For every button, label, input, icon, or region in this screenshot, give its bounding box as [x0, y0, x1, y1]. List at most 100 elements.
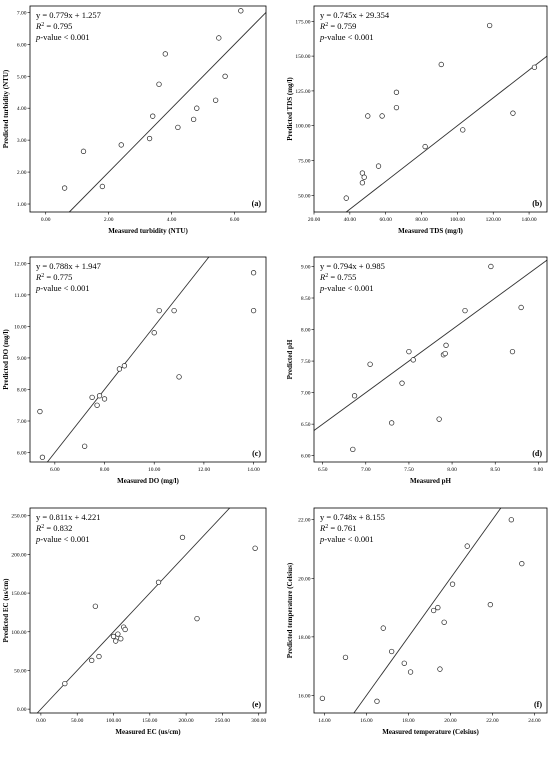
x-tick-label: 7.00 — [361, 467, 371, 473]
x-tick-label: 2.00 — [104, 217, 114, 223]
data-point — [190, 116, 197, 123]
regression-equation: y = 0.748x + 8.155 — [320, 512, 385, 522]
x-tick-label: 100.00 — [450, 217, 465, 223]
data-point — [89, 394, 95, 400]
data-point — [176, 374, 182, 380]
regression-equation: y = 0.794x + 0.985 — [320, 261, 385, 271]
data-point — [462, 307, 468, 314]
data-point — [422, 143, 428, 150]
data-point — [222, 73, 228, 79]
data-point — [449, 581, 456, 587]
y-tick-label: 12.00 — [14, 261, 27, 267]
data-point — [250, 307, 257, 314]
data-point — [115, 631, 121, 637]
data-point — [96, 653, 102, 660]
data-point — [510, 110, 516, 116]
regression-equation: y = 0.788x + 1.947 — [36, 261, 101, 271]
data-point — [252, 545, 258, 551]
y-tick-label: 11.00 — [14, 293, 26, 299]
panel-label: (a) — [252, 199, 262, 208]
scatter-panel-2: 20.00 40.00 60.00 80.00 100.00 120.00 140.00 50… — [286, 5, 548, 235]
data-point — [399, 380, 405, 386]
data-point — [62, 680, 68, 687]
data-point — [430, 607, 437, 614]
data-point — [179, 534, 186, 541]
data-point — [359, 180, 366, 186]
plot-frame — [313, 256, 548, 463]
data-point — [380, 625, 386, 631]
x-tick-label: 22.00 — [486, 718, 499, 724]
y-axis-title: Predicted TDS (mg/l) — [286, 77, 294, 141]
r-squared: R2 = 0.795 — [35, 21, 72, 31]
data-point — [118, 142, 124, 148]
data-point — [389, 420, 395, 426]
x-tick-label: 60.00 — [380, 217, 393, 223]
scatter-panel-1: 0.00 2.00 4.00 6.00 1.00 2.00 3.00 4.00 5.00 6.00… — [2, 5, 267, 235]
data-point — [101, 396, 108, 402]
fit-line — [47, 256, 210, 463]
data-point — [443, 342, 449, 348]
data-point — [438, 61, 444, 68]
fit-line — [313, 259, 548, 431]
plot-area — [30, 6, 266, 212]
x-tick-label: 7.50 — [404, 467, 414, 473]
y-tick-label: 8.50 — [301, 296, 311, 302]
data-point — [110, 633, 117, 640]
data-point — [375, 163, 382, 169]
data-point — [80, 148, 87, 154]
x-axis-title: Measured EC (us/cm) — [115, 728, 181, 736]
data-point — [213, 97, 219, 103]
y-tick-label: 100.00 — [295, 124, 310, 130]
panel-label: (c) — [252, 449, 261, 458]
plot-area — [314, 257, 547, 462]
x-tick-label: 80.00 — [415, 217, 428, 223]
data-point — [82, 443, 88, 449]
data-point — [99, 183, 106, 190]
data-point — [116, 366, 123, 372]
data-point — [442, 350, 448, 357]
y-tick-label: 50.00 — [298, 193, 311, 199]
data-point — [343, 195, 349, 201]
y-tick-label: 0.00 — [17, 707, 27, 713]
y-tick-label: 18.00 — [298, 635, 311, 641]
data-point — [216, 35, 222, 41]
p-value: p-value < 0.001 — [319, 283, 374, 293]
r-squared: R2 = 0.755 — [319, 272, 356, 282]
plot-area — [314, 6, 547, 212]
x-tick-label: 18.00 — [402, 718, 415, 724]
panel-label: (d) — [532, 449, 542, 458]
data-point — [37, 408, 43, 415]
y-tick-label: 125.00 — [295, 89, 310, 95]
x-axis-title: Measured DO (mg/l) — [117, 477, 179, 485]
plot-area — [314, 508, 547, 713]
regression-equation: y = 0.779x + 1.257 — [36, 10, 101, 20]
data-point — [508, 517, 514, 523]
y-axis-title: Predicted pH — [286, 339, 294, 379]
y-tick-label: 175.00 — [295, 19, 310, 25]
x-tick-label: 100.00 — [106, 718, 121, 724]
plot-frame — [29, 256, 267, 463]
plot-frame — [313, 5, 548, 213]
data-point — [401, 660, 407, 666]
y-tick-label: 8.00 — [301, 328, 311, 334]
data-point — [488, 263, 494, 270]
x-axis-title: Measured temperature (Celsius) — [382, 728, 479, 736]
data-point — [460, 127, 466, 133]
y-tick-label: 10.00 — [14, 324, 27, 330]
y-tick-label: 6.00 — [17, 42, 27, 48]
x-tick-label: 4.00 — [167, 217, 177, 223]
y-tick-label: 250.00 — [11, 514, 26, 520]
r-squared: R2 = 0.832 — [35, 523, 72, 533]
data-point — [150, 113, 156, 119]
x-tick-label: 0.00 — [36, 718, 46, 724]
y-tick-label: 9.00 — [301, 264, 311, 270]
data-point — [175, 124, 181, 131]
data-point — [171, 307, 177, 314]
plot-frame — [313, 507, 548, 714]
x-tick-label: 0.00 — [41, 217, 51, 223]
data-point — [464, 543, 470, 549]
p-value: p-value < 0.001 — [35, 534, 90, 544]
p-value: p-value < 0.001 — [319, 534, 374, 544]
scatter-panel-4: 6.50 7.00 7.50 8.00 8.50 9.00 6.00 6.50 7.00 7.50… — [286, 256, 548, 485]
y-tick-label: 150.00 — [295, 54, 310, 60]
